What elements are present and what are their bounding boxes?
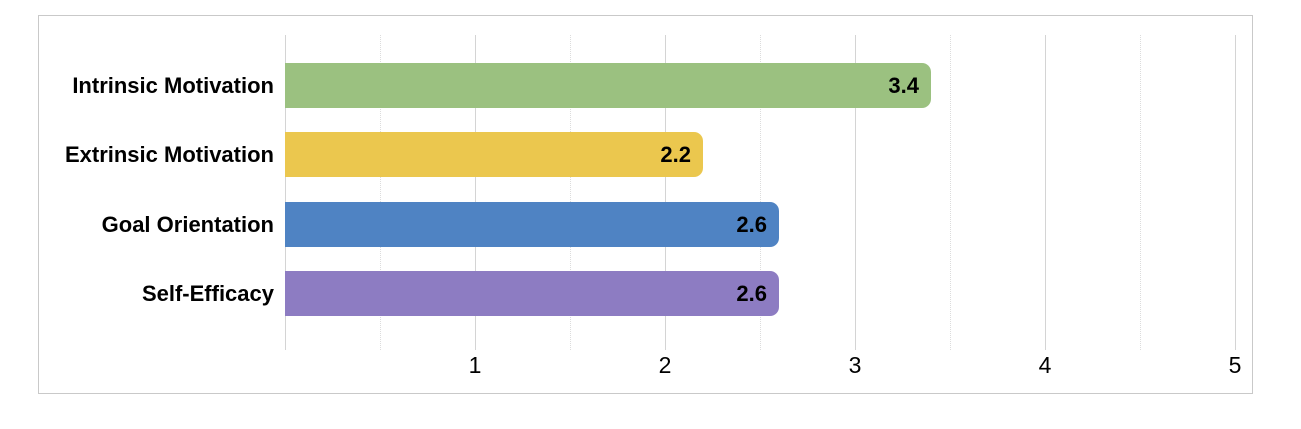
x-tick-label: 5 — [1228, 352, 1242, 378]
category-label: Self-Efficacy — [141, 281, 274, 306]
bar-extrinsic-motivation: 2.2 — [285, 132, 703, 177]
minor-gridline — [760, 35, 761, 350]
major-gridline — [475, 35, 476, 350]
x-tick-label: 4 — [1038, 352, 1052, 378]
bar-intrinsic-motivation: 3.4 — [285, 63, 931, 108]
minor-gridline — [1140, 35, 1141, 350]
x-tick-label: 1 — [468, 352, 482, 378]
x-tick-label: 3 — [848, 352, 862, 378]
bar-value-label: 2.6 — [736, 212, 767, 237]
bar-value-label: 2.6 — [736, 281, 767, 306]
bar-value-label: 2.2 — [660, 142, 691, 167]
major-gridline — [1235, 35, 1236, 350]
bar-self-efficacy: 2.6 — [285, 271, 779, 316]
category-label: Extrinsic Motivation — [64, 142, 274, 167]
bar-value-label: 3.4 — [888, 73, 919, 98]
minor-gridline — [570, 35, 571, 350]
major-gridline — [1045, 35, 1046, 350]
x-tick-label: 2 — [658, 352, 672, 378]
bar-goal-orientation: 2.6 — [285, 202, 779, 247]
bar-chart-frame: Intrinsic Motivation 3.4 Extrinsic Motivat… — [38, 15, 1253, 394]
category-label: Goal Orientation — [101, 212, 274, 237]
minor-gridline — [950, 35, 951, 350]
minor-gridline — [380, 35, 381, 350]
plot-area: Intrinsic Motivation 3.4 Extrinsic Motivat… — [39, 16, 1252, 393]
major-gridline — [855, 35, 856, 350]
major-gridline — [285, 35, 286, 350]
category-label: Intrinsic Motivation — [72, 73, 274, 98]
major-gridline — [665, 35, 666, 350]
